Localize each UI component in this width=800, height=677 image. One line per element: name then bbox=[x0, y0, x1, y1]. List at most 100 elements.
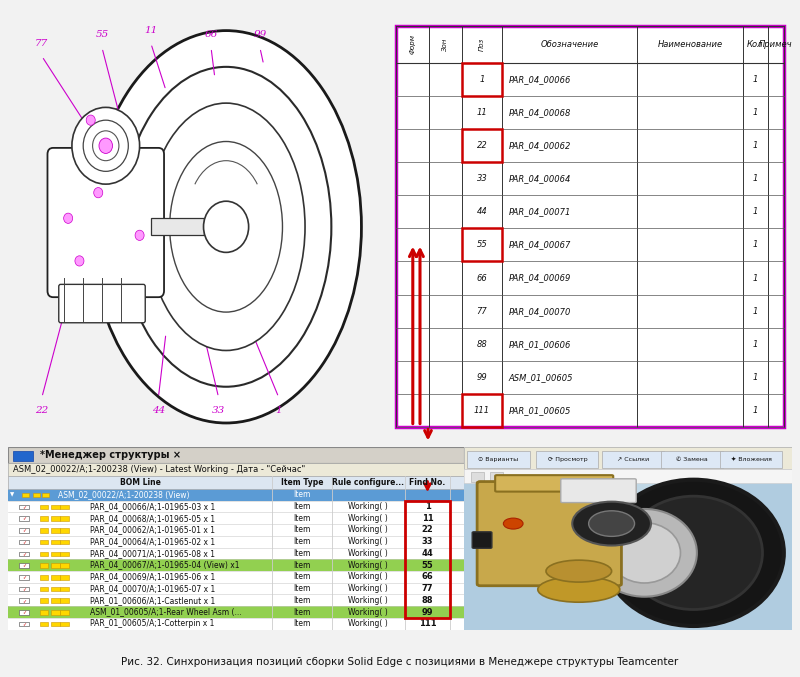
Text: PAR_04_00071/A;1-01965-08 x 1: PAR_04_00071/A;1-01965-08 x 1 bbox=[90, 549, 215, 558]
Ellipse shape bbox=[608, 523, 681, 583]
Circle shape bbox=[94, 188, 102, 198]
Ellipse shape bbox=[603, 480, 784, 626]
Text: *Менеджер структуры ×: *Менеджер структуры × bbox=[40, 450, 181, 460]
Text: Working( ): Working( ) bbox=[348, 525, 388, 534]
Text: Item: Item bbox=[294, 502, 311, 511]
Text: ✆ Замена: ✆ Замена bbox=[676, 457, 708, 462]
Text: 11: 11 bbox=[477, 108, 487, 117]
Text: 1: 1 bbox=[753, 240, 758, 249]
Text: 1: 1 bbox=[753, 307, 758, 315]
Text: ASM_01_00605/A;1-Rear Wheel Asm (...: ASM_01_00605/A;1-Rear Wheel Asm (... bbox=[90, 607, 242, 617]
Text: Кол: Кол bbox=[747, 40, 763, 49]
Bar bbox=[40, 528, 48, 533]
Text: Item: Item bbox=[294, 490, 311, 499]
Bar bbox=[19, 587, 30, 591]
Text: Примеч: Примеч bbox=[759, 40, 793, 49]
Bar bbox=[22, 493, 29, 497]
Text: 11: 11 bbox=[422, 514, 434, 523]
Bar bbox=[8, 618, 464, 630]
Bar bbox=[8, 536, 464, 548]
Text: 1: 1 bbox=[753, 373, 758, 382]
Text: PAR_04_00067: PAR_04_00067 bbox=[509, 240, 571, 249]
Bar bbox=[51, 517, 59, 521]
Bar bbox=[464, 468, 792, 483]
Ellipse shape bbox=[625, 496, 762, 609]
Bar bbox=[536, 452, 598, 468]
Text: Поз: Поз bbox=[479, 38, 485, 51]
Text: PAR_04_00068/A;1-01965-05 x 1: PAR_04_00068/A;1-01965-05 x 1 bbox=[90, 514, 215, 523]
Bar bbox=[661, 452, 723, 468]
Text: ✓: ✓ bbox=[22, 586, 26, 591]
Text: Item: Item bbox=[294, 584, 311, 593]
Text: Item: Item bbox=[294, 549, 311, 558]
Bar bbox=[8, 559, 464, 571]
Bar bbox=[19, 552, 30, 556]
Text: ASM_02_00022/A;1-200238 (View) - Latest Working - Дата - "Сейчас": ASM_02_00022/A;1-200238 (View) - Latest … bbox=[13, 465, 305, 474]
Text: ✓: ✓ bbox=[22, 539, 26, 544]
Text: Item: Item bbox=[294, 561, 311, 569]
Bar bbox=[40, 575, 48, 580]
Bar bbox=[8, 447, 464, 463]
Text: ↗ Ссылки: ↗ Ссылки bbox=[617, 457, 649, 462]
Text: Working( ): Working( ) bbox=[348, 549, 388, 558]
Text: ✓: ✓ bbox=[22, 621, 26, 626]
Bar bbox=[490, 473, 503, 481]
Text: 44: 44 bbox=[152, 406, 165, 415]
FancyBboxPatch shape bbox=[561, 479, 636, 502]
Text: 1: 1 bbox=[479, 74, 485, 84]
Bar bbox=[42, 493, 50, 497]
Text: 22: 22 bbox=[35, 406, 49, 415]
Text: Working( ): Working( ) bbox=[348, 619, 388, 628]
Bar bbox=[61, 528, 69, 533]
Text: ✓: ✓ bbox=[22, 551, 26, 556]
Text: Item Type: Item Type bbox=[281, 478, 323, 487]
Text: ✓: ✓ bbox=[22, 504, 26, 509]
Bar bbox=[61, 563, 69, 568]
Text: 66: 66 bbox=[477, 274, 487, 282]
Text: 33: 33 bbox=[212, 406, 225, 415]
Text: BOM Line: BOM Line bbox=[120, 478, 161, 487]
Text: PAR_04_00064/A;1-01965-02 x 1: PAR_04_00064/A;1-01965-02 x 1 bbox=[90, 537, 215, 546]
Text: PAR_04_00070: PAR_04_00070 bbox=[509, 307, 571, 315]
Bar bbox=[405, 500, 450, 618]
Ellipse shape bbox=[72, 108, 140, 184]
Text: 22: 22 bbox=[422, 525, 434, 534]
Bar bbox=[40, 598, 48, 603]
Bar bbox=[61, 622, 69, 626]
Text: 1: 1 bbox=[753, 108, 758, 117]
Bar bbox=[462, 62, 502, 95]
Bar bbox=[19, 540, 30, 544]
Bar bbox=[19, 622, 30, 626]
Text: ▼: ▼ bbox=[10, 492, 14, 497]
Bar bbox=[51, 598, 59, 603]
Bar bbox=[462, 394, 502, 427]
Text: PAR_04_00069: PAR_04_00069 bbox=[509, 274, 571, 282]
Text: Item: Item bbox=[294, 572, 311, 582]
Text: PAR_01_00606/A;1-Castlenut x 1: PAR_01_00606/A;1-Castlenut x 1 bbox=[90, 596, 215, 605]
Text: Working( ): Working( ) bbox=[348, 584, 388, 593]
Bar bbox=[19, 504, 30, 509]
Bar bbox=[40, 587, 48, 591]
Text: ✓: ✓ bbox=[22, 563, 26, 567]
Bar bbox=[13, 452, 33, 462]
Bar bbox=[40, 517, 48, 521]
Circle shape bbox=[86, 115, 95, 125]
Text: ✓: ✓ bbox=[22, 574, 26, 580]
Text: Rule configure...: Rule configure... bbox=[332, 478, 404, 487]
Bar bbox=[8, 489, 464, 500]
Bar bbox=[61, 552, 69, 556]
Text: 99: 99 bbox=[477, 373, 487, 382]
Bar bbox=[19, 517, 30, 521]
Text: ✓: ✓ bbox=[22, 609, 26, 615]
Text: 44: 44 bbox=[477, 207, 487, 216]
Text: PAR_04_00062: PAR_04_00062 bbox=[509, 141, 571, 150]
Text: Форм: Форм bbox=[410, 35, 415, 54]
Text: 66: 66 bbox=[205, 30, 218, 39]
Text: Working( ): Working( ) bbox=[348, 596, 388, 605]
Text: ⊙ Варианты: ⊙ Варианты bbox=[478, 457, 518, 462]
Text: Item: Item bbox=[294, 619, 311, 628]
Circle shape bbox=[135, 230, 144, 240]
Text: 1: 1 bbox=[753, 141, 758, 150]
Text: 77: 77 bbox=[35, 39, 49, 48]
Bar bbox=[40, 622, 48, 626]
